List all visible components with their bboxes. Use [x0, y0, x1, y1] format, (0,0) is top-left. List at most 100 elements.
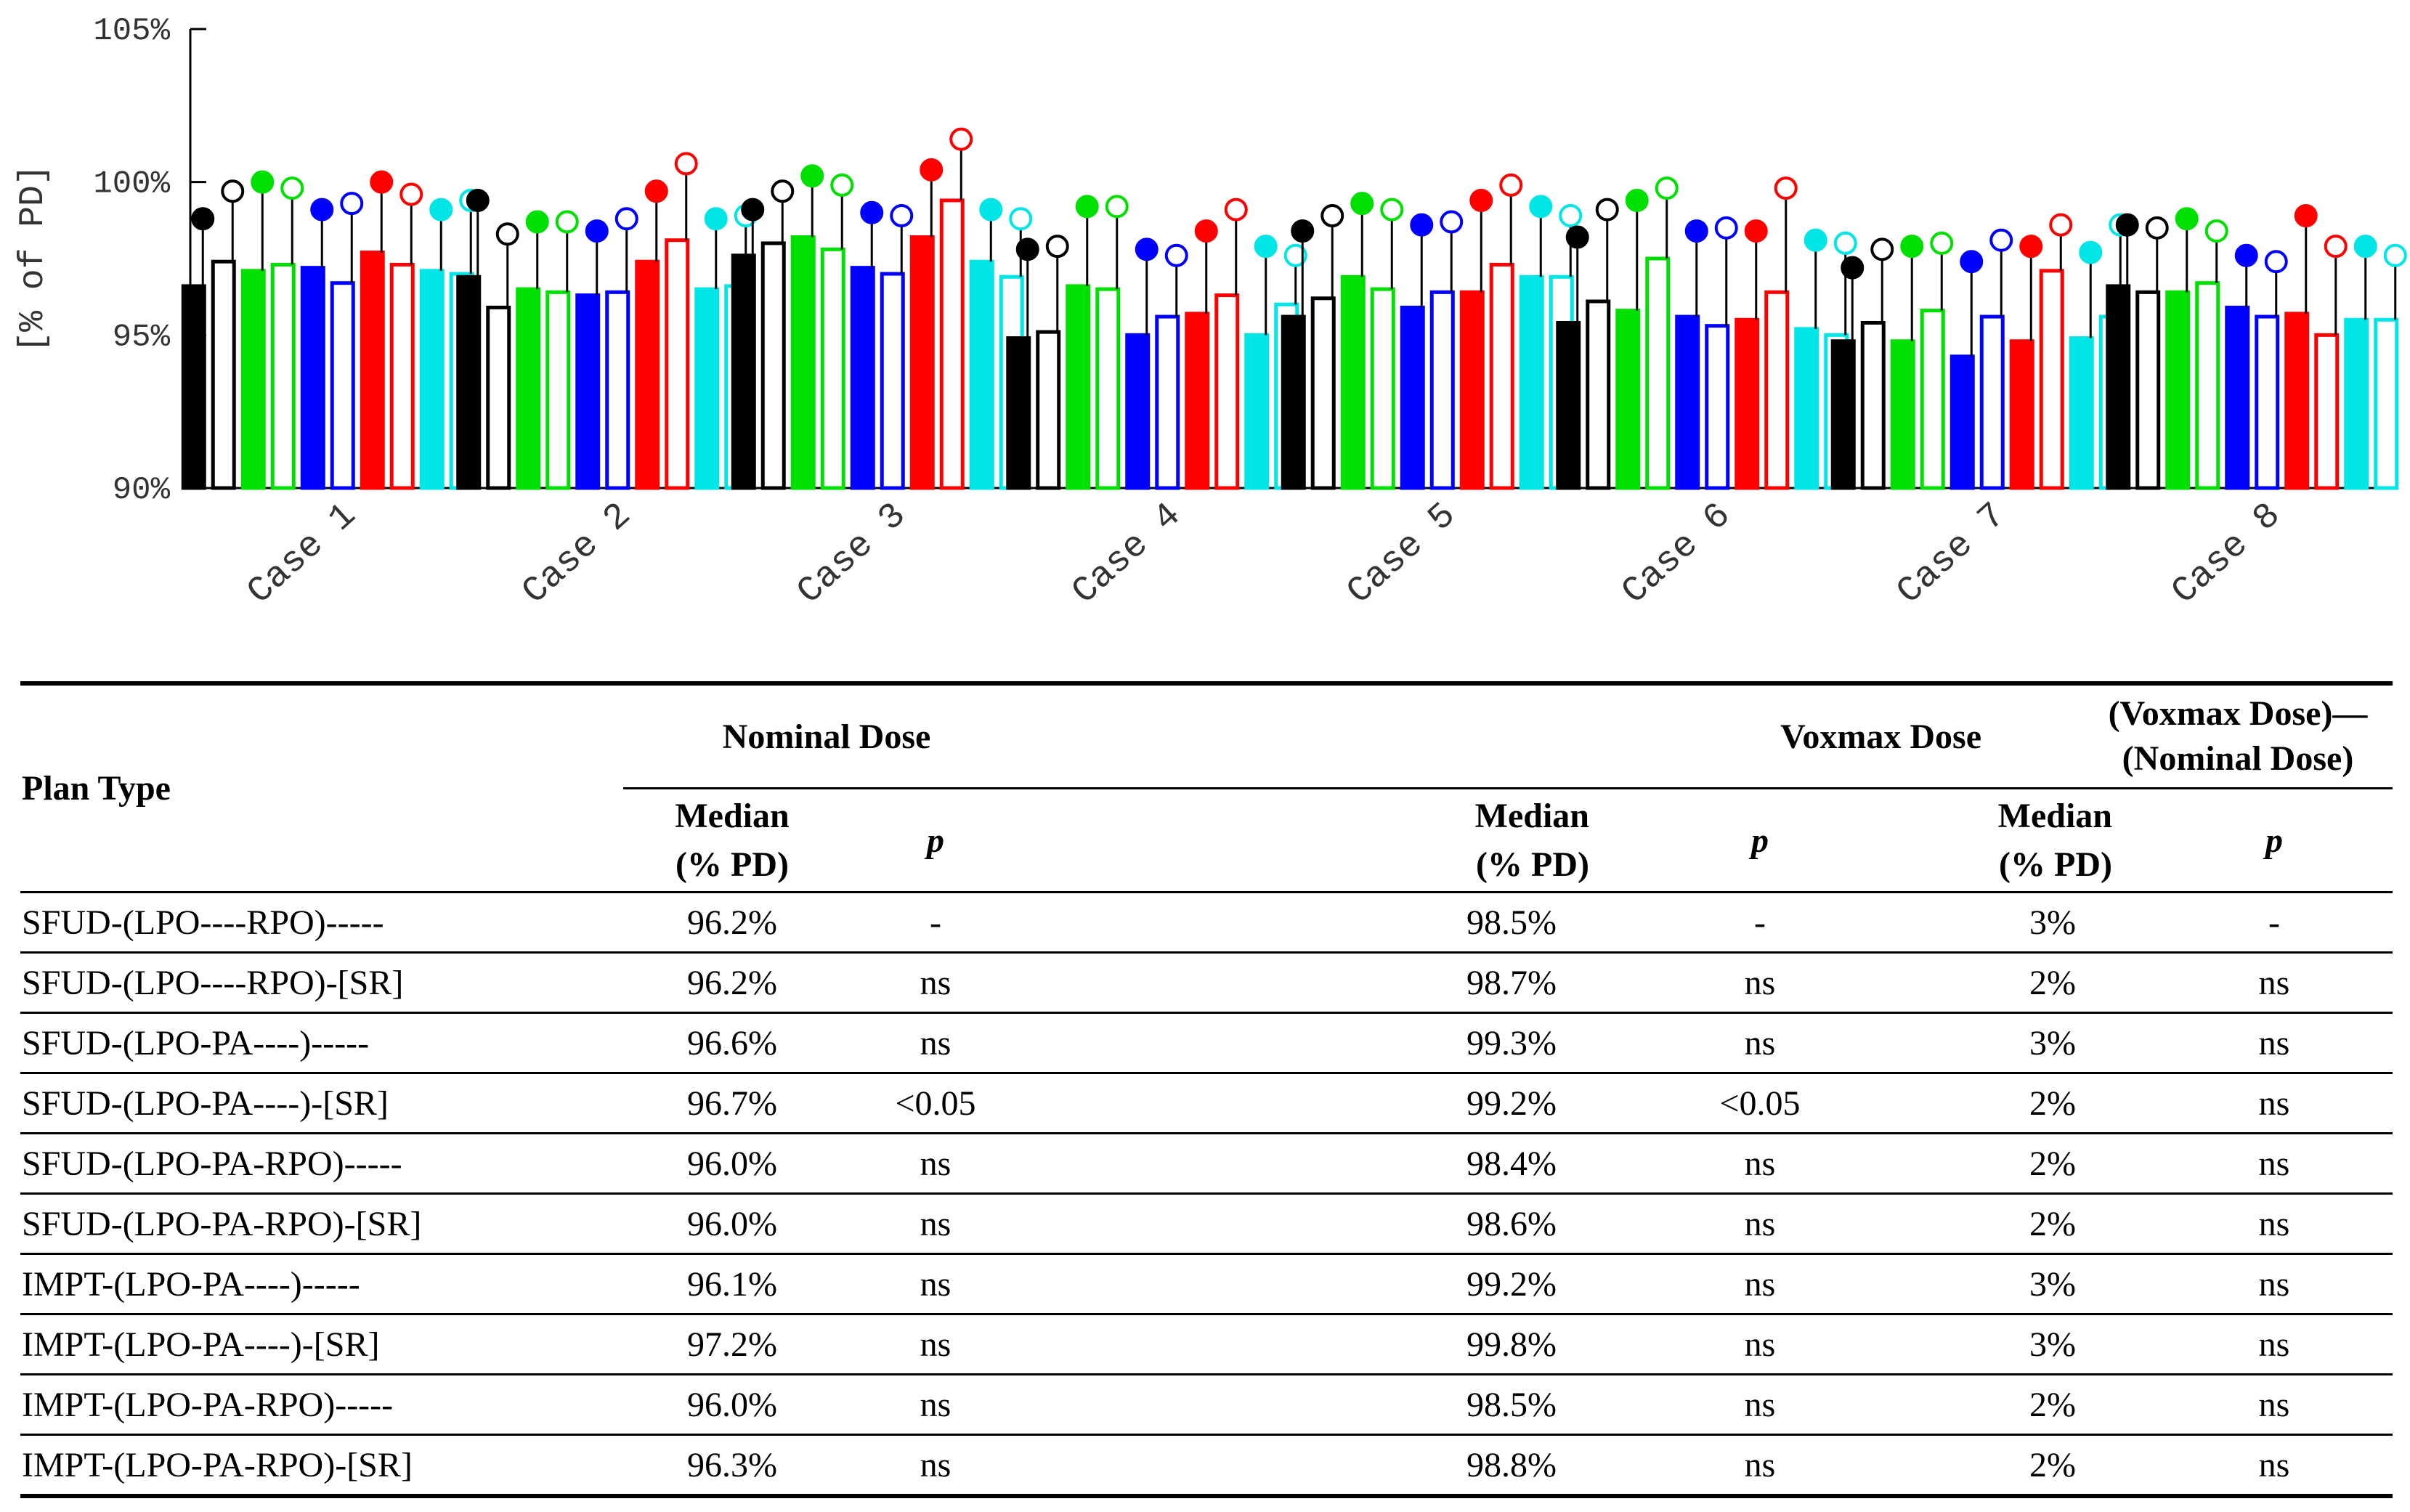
- header-voxmax-p: p: [1751, 821, 1769, 860]
- nominal-p-cell: ns: [841, 1012, 1030, 1073]
- nominal-bar: [1281, 314, 1306, 490]
- table-row: SFUD-(LPO----RPO)-[SR] 96.2% ns 98.7% ns 2% ns: [20, 951, 2393, 1013]
- nominal-bar: [545, 290, 571, 490]
- nominal-bar: [1615, 309, 1641, 490]
- voxmax-median-cell: 98.7%: [1030, 951, 1626, 1013]
- voxmax-p-cell: ns: [1626, 1313, 1894, 1375]
- table-row: SFUD-(LPO-PA----)----- 96.6% ns 99.3% ns 3% ns: [20, 1012, 2393, 1073]
- nominal-bar: [300, 266, 325, 490]
- voxmax-marker: [221, 179, 245, 203]
- diff-p-cell: ns: [2156, 1313, 2393, 1375]
- voxmax-marker: [495, 222, 519, 246]
- x-tick-label: Case 2: [515, 495, 640, 614]
- nominal-bar: [1036, 330, 1061, 490]
- voxmax-marker: [1440, 210, 1464, 234]
- header-nominal-median: Median (% PD): [675, 796, 790, 884]
- voxmax-marker: [1320, 204, 1344, 228]
- nominal-median-cell: 96.2%: [623, 891, 841, 953]
- table-row: IMPT-(LPO-PA----)-[SR] 97.2% ns 99.8% ns 3% ns: [20, 1313, 2393, 1375]
- voxmax-median-cell: 99.2%: [1030, 1253, 1626, 1314]
- voxmax-median-cell: 98.8%: [1030, 1434, 1626, 1498]
- voxmax-marker: [1105, 195, 1129, 219]
- diff-p-cell: ns: [2156, 1253, 2393, 1314]
- voxmax-marker: [1774, 176, 1798, 200]
- header-nominal-p: p: [927, 821, 944, 860]
- diff-p-cell: ns: [2156, 1434, 2393, 1498]
- voxmax-marker: [1529, 195, 1553, 219]
- nominal-bar: [2039, 269, 2064, 490]
- nominal-bar: [1764, 290, 1790, 490]
- voxmax-marker: [1224, 198, 1248, 221]
- voxmax-marker: [1015, 237, 1039, 261]
- voxmax-marker: [191, 207, 215, 231]
- header-difference: (Voxmax Dose)—(Nominal Dose): [2083, 681, 2393, 789]
- voxmax-marker: [2145, 216, 2169, 240]
- diff-p-cell: ns: [2156, 1373, 2393, 1435]
- voxmax-marker: [1135, 237, 1159, 261]
- voxmax-marker: [1841, 256, 1865, 280]
- nominal-median-cell: 96.1%: [623, 1253, 841, 1314]
- nominal-bar: [2195, 281, 2220, 490]
- voxmax-marker: [920, 158, 944, 182]
- nominal-bar: [760, 241, 786, 490]
- table-row: IMPT-(LPO-PA-RPO)----- 96.0% ns 98.5% ns 2% ns: [20, 1373, 2393, 1435]
- voxmax-marker: [1989, 228, 2013, 252]
- nominal-p-cell: ns: [841, 1313, 1030, 1375]
- voxmax-marker: [1870, 237, 1894, 261]
- diff-p-cell: ns: [2156, 951, 2393, 1013]
- header-voxmax-dose: Voxmax Dose: [1030, 681, 2083, 789]
- nominal-bar: [2284, 312, 2310, 490]
- nominal-bar: [419, 269, 445, 490]
- diff-median-cell: 3%: [1894, 1313, 2156, 1375]
- voxmax-marker: [2204, 219, 2228, 243]
- table-row: IMPT-(LPO-PA-RPO)-[SR] 96.3% ns 98.8% ns 2% ns: [20, 1434, 2393, 1498]
- nominal-bar: [2344, 317, 2369, 490]
- voxmax-median-cell: 99.8%: [1030, 1313, 1626, 1375]
- voxmax-median-cell: 99.2%: [1030, 1072, 1626, 1134]
- voxmax-marker: [1380, 198, 1404, 221]
- table-row: SFUD-(LPO----RPO)----- 96.2% -98.5% -3% -: [20, 891, 2393, 953]
- voxmax-median-cell: 99.3%: [1030, 1012, 1626, 1073]
- nominal-bar: [1429, 290, 1455, 490]
- voxmax-marker: [2234, 243, 2258, 267]
- nominal-bar: [211, 259, 236, 490]
- diff-median-cell: 2%: [1894, 1072, 2156, 1134]
- voxmax-marker: [2175, 207, 2199, 231]
- voxmax-marker: [1283, 243, 1307, 267]
- voxmax-marker: [1559, 204, 1583, 228]
- diff-p-cell: ns: [2156, 1192, 2393, 1254]
- x-tick-label: Case 6: [1615, 495, 1740, 614]
- x-tick-label: Case 1: [240, 495, 365, 614]
- nominal-bar: [360, 251, 385, 490]
- header-voxmax-median: Median (% PD): [1474, 796, 1589, 884]
- voxmax-p-cell: ns: [1626, 1434, 1894, 1498]
- nominal-bar: [1006, 336, 1031, 490]
- nominal-bar: [2374, 317, 2399, 490]
- diff-p-cell: ns: [2156, 1132, 2393, 1194]
- nominal-bar: [1459, 290, 1485, 490]
- voxmax-marker: [979, 198, 1003, 221]
- voxmax-marker: [1164, 243, 1188, 267]
- diff-median-cell: 3%: [1894, 891, 2156, 953]
- x-tick-label: Case 5: [1339, 495, 1464, 614]
- nominal-bar: [880, 272, 905, 490]
- voxmax-marker: [644, 179, 668, 203]
- nominal-bar: [2255, 314, 2280, 490]
- voxmax-marker: [429, 198, 453, 221]
- nominal-bar: [1489, 262, 1514, 490]
- plan-type-cell: SFUD-(LPO-PA----)-[SR]: [20, 1072, 623, 1134]
- voxmax-marker: [1930, 231, 1954, 255]
- nominal-bar: [2225, 305, 2250, 490]
- voxmax-marker: [1900, 235, 1924, 259]
- nominal-bar: [575, 293, 601, 490]
- nominal-bar: [969, 259, 994, 490]
- voxmax-marker: [1684, 219, 1708, 243]
- nominal-bar: [240, 269, 266, 490]
- nominal-p-cell: ns: [841, 1434, 1030, 1498]
- chart-labels: 90% 95% 100% 105% [% of PD] Case 1 Case 2 Case …: [14, 13, 2289, 613]
- voxmax-marker: [704, 207, 728, 231]
- plan-type-cell: SFUD-(LPO-PA-RPO)-----: [20, 1132, 623, 1194]
- voxmax-marker: [1469, 188, 1493, 212]
- plan-type-cell: IMPT-(LPO-PA-RPO)-----: [20, 1373, 623, 1435]
- nominal-bar: [2009, 339, 2034, 490]
